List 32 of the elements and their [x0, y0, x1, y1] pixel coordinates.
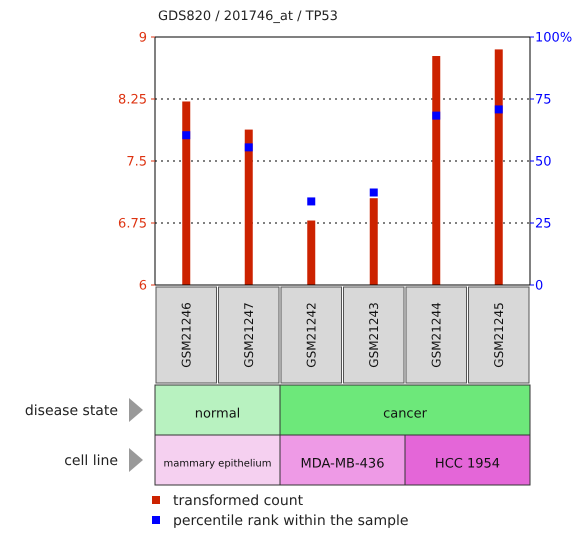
text: HCC 1954 — [434, 456, 500, 472]
point — [182, 131, 190, 140]
y2-tick-label: 100% — [535, 30, 572, 46]
x-tick-label: GSM21247 — [242, 302, 256, 368]
text: disease state — [24, 402, 118, 419]
y-tick-label: 7.5 — [126, 154, 147, 170]
legend-label: transformed count — [173, 492, 304, 509]
y2-tick-label: 75 — [535, 92, 552, 108]
x-tick-label: GSM21243 — [366, 302, 381, 368]
point — [494, 105, 503, 114]
y2-tick-label: 0 — [535, 278, 544, 294]
legend-label: percentile rank within the sample — [173, 512, 408, 529]
point — [244, 143, 253, 152]
y-tick-label: 6 — [138, 278, 147, 294]
text: normal — [194, 406, 240, 422]
point — [432, 112, 440, 120]
text: mammary epithelium — [163, 458, 272, 470]
y2-tick-label: 50 — [535, 154, 552, 170]
y-tick-label: 9 — [138, 30, 147, 46]
text: cell line — [64, 452, 118, 469]
point — [307, 197, 316, 206]
x-tick-label: GSM21244 — [429, 302, 444, 368]
x-tick-label: GSM21245 — [492, 302, 506, 368]
x-tick-label: GSM21246 — [179, 302, 194, 368]
y-tick-label: 8.25 — [118, 92, 147, 108]
chart-title: GDS820 / 201746_at / TP53 — [158, 9, 338, 24]
y-tick-label: 6.75 — [118, 216, 147, 232]
text: MDA-MB-436 — [300, 456, 384, 472]
text: cancer — [383, 406, 428, 422]
x-tick-label: GSM21242 — [304, 302, 318, 368]
point — [370, 188, 378, 196]
y2-tick-label: 25 — [535, 216, 552, 232]
